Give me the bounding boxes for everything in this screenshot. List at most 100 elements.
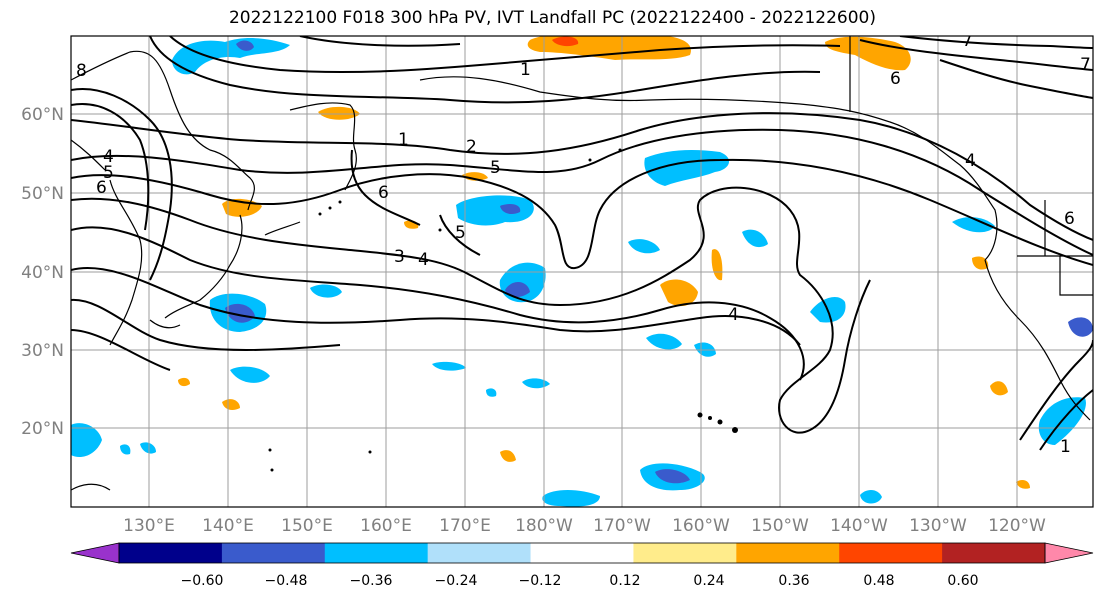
pv-blob-negative [542, 490, 600, 507]
lat-label: 20°N [21, 419, 64, 439]
islands [268, 148, 738, 472]
lon-label: 160°W [672, 516, 730, 536]
pv-blob-negative [310, 284, 342, 298]
lon-label: 140°W [830, 516, 888, 536]
colorbar-extend-high [1044, 542, 1094, 564]
contour-label: 4 [965, 151, 976, 171]
contour-label: 6 [378, 183, 389, 203]
map-title: 2022122100 F018 300 hPa PV, IVT Landfall… [228, 8, 876, 28]
contour-label: 2 [466, 137, 477, 157]
pv-blob-positive [552, 36, 579, 47]
pv-blob-negative [500, 204, 521, 214]
contour-label: 4 [418, 250, 429, 270]
colorbar-frame [118, 542, 1046, 564]
colorbar-segment [736, 543, 840, 563]
pv-blob-positive [825, 36, 911, 71]
pv-blob-positive [500, 450, 516, 462]
colorbar-labels: −0.60 −0.48 −0.36 −0.24 −0.12 0.12 0.24 … [181, 573, 979, 589]
contour-label: 7 [962, 31, 973, 51]
contour-lines [71, 36, 1093, 451]
colorbar-extend-low [70, 542, 120, 564]
pv-blob-positive [990, 381, 1008, 396]
longitude-labels: 130°E 140°E 150°E 160°E 170°E 180°W 170°… [123, 516, 1046, 536]
colorbar-segment [324, 543, 429, 563]
contour-label: 3 [394, 247, 405, 267]
contour-label: 1 [520, 60, 531, 80]
pv-shading [71, 36, 1093, 507]
lon-label: 130°E [123, 516, 175, 536]
colorbar-segment [427, 543, 532, 563]
colorbar-label: −0.60 [181, 573, 224, 589]
contour-label: 6 [890, 69, 901, 89]
lat-label: 50°N [21, 184, 64, 204]
pv-blob-positive [660, 279, 698, 307]
contour-label: 5 [103, 163, 114, 183]
pv-blob-negative [71, 423, 102, 458]
colorbar-label: 0.36 [778, 573, 809, 589]
latitude-labels: 60°N 50°N 40°N 30°N 20°N [21, 105, 64, 439]
colorbar-label: 0.24 [693, 573, 724, 589]
lon-label: 150°E [281, 516, 333, 536]
lon-label: 140°E [202, 516, 254, 536]
colorbar-label: 0.60 [947, 573, 978, 589]
pv-blob-negative [225, 303, 255, 323]
colorbar-segment [633, 543, 737, 563]
colorbar-segments [70, 542, 1094, 564]
contour-label: 1 [398, 130, 409, 150]
contour-label: 8 [76, 61, 87, 81]
pv-blob-negative [952, 217, 995, 233]
lon-label: 180°W [515, 516, 573, 536]
pv-blob-negative [140, 442, 156, 454]
contour-label: 6 [96, 178, 107, 198]
pv-blob-negative [628, 239, 660, 254]
colorbar-label: 0.12 [609, 573, 640, 589]
pv-blob-negative [230, 366, 270, 383]
colorbar-label: 0.48 [863, 573, 894, 589]
contour-label: 1 [1060, 437, 1071, 457]
pv-blob-positive [318, 106, 360, 120]
colorbar-segment [942, 543, 1046, 563]
colorbar-label: −0.24 [435, 573, 478, 589]
pv-blob-negative [120, 444, 131, 455]
lon-label: 160°E [360, 516, 412, 536]
colorbar-segment [839, 543, 943, 563]
lon-label: 130°W [909, 516, 967, 536]
pv-blob-positive [972, 256, 989, 270]
lat-label: 30°N [21, 341, 64, 361]
pv-blob-negative [456, 195, 534, 226]
pv-blob-negative [432, 361, 466, 371]
pv-blob-negative [644, 150, 730, 186]
pv-blob-positive [178, 377, 190, 387]
pv-blob-negative [486, 388, 497, 397]
lat-label: 60°N [21, 105, 64, 125]
lat-label: 40°N [21, 263, 64, 283]
colorbar-segment [221, 543, 326, 563]
pv-blob-negative [172, 38, 290, 75]
pv-blob-negative [505, 281, 530, 298]
pv-blob-positive [222, 399, 240, 410]
pv-blob-negative [646, 333, 682, 350]
contour-label: 7 [1080, 55, 1091, 75]
pv-blob-negative [860, 489, 882, 504]
colorbar-segment [119, 543, 223, 563]
map-frame [70, 35, 1094, 508]
pv-blob-negative [742, 229, 768, 248]
coastlines [71, 36, 1093, 491]
pv-blob-positive [1016, 480, 1030, 489]
contour-label: 5 [490, 158, 501, 178]
graticule [71, 36, 1093, 507]
contour-label: 6 [1064, 209, 1075, 229]
lon-label: 150°W [751, 516, 809, 536]
lon-label: 170°E [439, 516, 491, 536]
colorbar-label: −0.12 [519, 573, 562, 589]
contour-label: 4 [728, 305, 739, 325]
pv-blob-negative [1068, 317, 1093, 337]
pv-blob-negative [522, 378, 550, 389]
pv-blob-negative [655, 469, 690, 484]
lon-label: 170°W [593, 516, 651, 536]
lon-label: 120°W [988, 516, 1046, 536]
colorbar: −0.60 −0.48 −0.36 −0.24 −0.12 0.12 0.24 … [70, 542, 1094, 589]
colorbar-label: −0.48 [265, 573, 308, 589]
colorbar-segment [530, 543, 634, 563]
